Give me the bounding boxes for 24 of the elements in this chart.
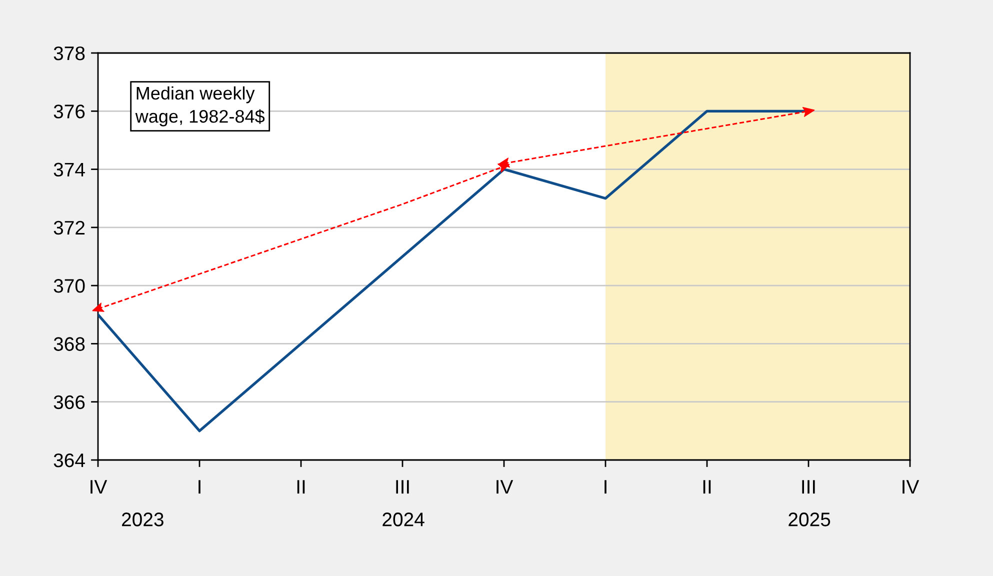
point [498,158,510,168]
text: 2023 [122,512,164,526]
annotation: Median weekly wage, 1982-84$ [135,86,265,126]
y-tick-label: 376 [54,104,85,118]
y-tick-label: 370 [54,279,85,293]
text: 2024 [382,512,424,526]
y-tick-label: 368 [54,337,85,351]
y-tick-label: 372 [54,220,85,235]
y-tick-label: 364 [54,453,85,468]
x-tick-label: I [604,480,606,494]
x-tick-label: IV [90,480,108,494]
point [92,302,104,312]
y-tick-label: 366 [54,395,85,410]
x-tick-label: I [198,480,200,494]
x-tick-label: IV [902,480,920,494]
y-tick-label: 374 [54,162,85,177]
x-tick-label: II [297,480,305,494]
x-tick-label: IV [496,480,514,494]
point [802,107,815,117]
x-tick-label: III [396,480,409,494]
y-tick-label: 378 [54,46,85,60]
x-tick-label: II [703,480,711,494]
x-tick-label: III [802,480,815,494]
text: 2025 [788,512,830,526]
